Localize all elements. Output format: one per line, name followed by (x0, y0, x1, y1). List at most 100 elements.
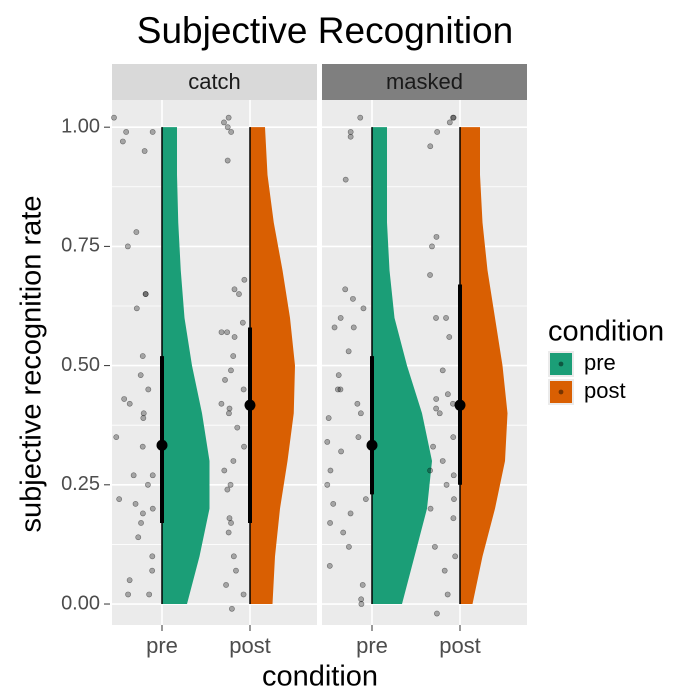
data-point (224, 124, 231, 131)
violin (250, 127, 295, 605)
data-point (241, 276, 248, 283)
data-point (145, 386, 152, 393)
strip (322, 64, 527, 100)
x-tick-label: pre (356, 633, 388, 658)
data-point (149, 567, 156, 574)
data-point (446, 119, 453, 126)
data-point (450, 434, 457, 441)
data-point (240, 386, 247, 393)
data-point (326, 562, 333, 569)
data-point (133, 229, 140, 235)
data-point (142, 291, 149, 297)
strip-label: catch (188, 69, 241, 94)
data-point (125, 591, 131, 598)
data-point (355, 434, 362, 441)
y-tick-label: 0.50 (61, 354, 100, 376)
median (366, 439, 378, 451)
data-point (221, 467, 228, 474)
data-point (239, 319, 246, 326)
data-point (226, 515, 233, 522)
data-point (330, 500, 337, 507)
data-point (231, 334, 238, 340)
data-point (116, 496, 123, 503)
data-point (427, 505, 434, 512)
data-point (149, 472, 156, 479)
data-point (337, 315, 344, 321)
data-point (137, 372, 144, 379)
data-point (357, 114, 364, 121)
data-point (347, 510, 354, 517)
data-point (342, 176, 349, 183)
data-point (224, 329, 231, 336)
data-point (354, 400, 361, 407)
y-tick-label: 0.75 (61, 235, 100, 257)
data-point (139, 443, 146, 450)
data-point (149, 553, 156, 560)
data-point (433, 233, 440, 240)
data-point (325, 415, 332, 421)
data-point (233, 567, 239, 574)
data-point (452, 553, 459, 560)
data-point (324, 481, 331, 488)
data-point (347, 133, 354, 140)
legend-label: pre (584, 350, 616, 375)
data-point (230, 353, 237, 359)
data-point (229, 605, 235, 612)
data-point (334, 386, 341, 393)
data-point (223, 582, 229, 588)
data-point (133, 305, 140, 312)
data-point (439, 367, 446, 374)
data-point (140, 410, 147, 417)
median (244, 399, 256, 411)
data-point (218, 329, 225, 336)
strip (112, 64, 317, 100)
data-point (121, 396, 128, 402)
data-point (228, 520, 234, 526)
data-point (427, 143, 434, 150)
legend-key (550, 381, 572, 403)
strip-label: masked (386, 69, 463, 94)
x-tick-label: post (439, 633, 481, 658)
data-point (231, 286, 238, 293)
legend-key (550, 353, 572, 375)
data-point (124, 243, 131, 250)
data-point (441, 567, 448, 574)
data-point (149, 129, 156, 135)
data-point (230, 458, 237, 464)
y-tick-label: 1.00 (61, 115, 100, 137)
data-point (434, 610, 440, 617)
data-point (123, 129, 130, 135)
data-point (138, 520, 144, 526)
data-point (450, 114, 456, 121)
data-point (132, 500, 139, 507)
data-point (227, 481, 234, 488)
data-point (327, 467, 334, 474)
data-point (145, 481, 151, 488)
data-point (434, 129, 441, 135)
data-point (446, 334, 453, 340)
data-point (228, 367, 234, 374)
data-point (218, 400, 225, 407)
y-tick-label: 0.00 (61, 592, 100, 614)
data-point (342, 286, 349, 293)
data-point (226, 410, 232, 417)
data-point (350, 324, 357, 331)
data-point (113, 434, 120, 441)
chart-title: Subjective Recognition (137, 10, 513, 51)
data-point (224, 486, 231, 493)
data-point (350, 295, 356, 302)
data-point (337, 386, 344, 393)
data-point (347, 129, 354, 135)
data-point (146, 591, 153, 598)
data-point (451, 496, 457, 503)
data-point (111, 114, 117, 121)
data-point (450, 114, 457, 121)
data-point (429, 243, 435, 250)
data-point (236, 291, 242, 297)
legend-title: condition (548, 316, 664, 348)
data-point (335, 372, 342, 379)
data-point (358, 596, 365, 603)
data-point (345, 348, 352, 355)
